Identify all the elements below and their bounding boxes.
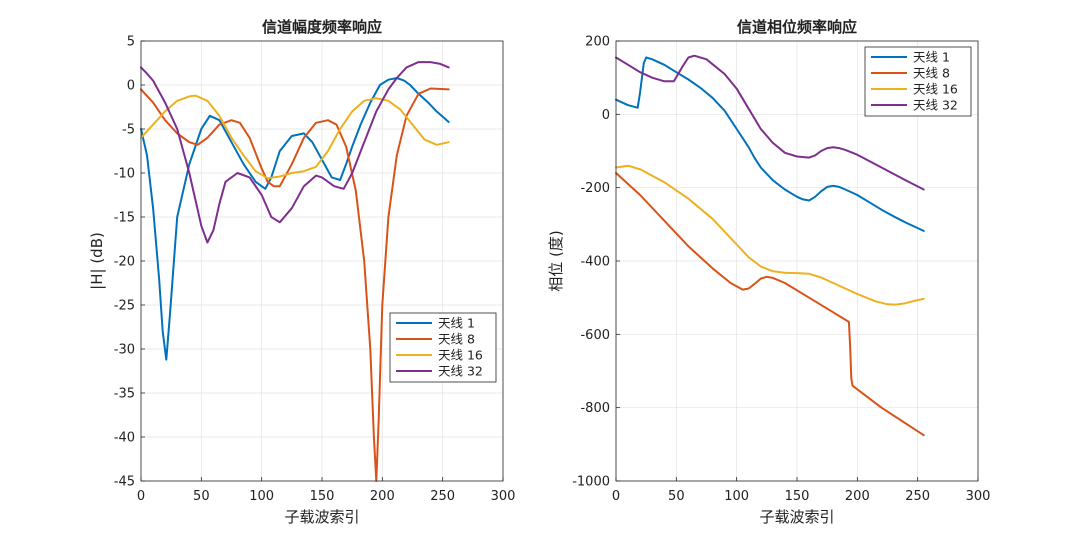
magnitude-x-axis-label: 子载波索引 — [284, 508, 359, 526]
magnitude-x-tick-label: 250 — [430, 489, 455, 504]
phase-y-tick-label: -600 — [580, 328, 610, 343]
phase-y-tick-label: 200 — [585, 35, 610, 50]
phase-x-tick-label: 150 — [785, 489, 810, 504]
phase-legend-label-3: 天线 16 — [913, 82, 958, 97]
magnitude-legend-label-3: 天线 16 — [438, 348, 483, 363]
phase-y-tick-label: -400 — [580, 255, 610, 270]
phase-y-tick-label: -1000 — [572, 475, 610, 490]
magnitude-chart-title: 信道幅度频率响应 — [262, 18, 382, 36]
magnitude-y-tick-label: -20 — [114, 255, 135, 270]
magnitude-y-tick-label: -35 — [114, 387, 135, 402]
magnitude-x-ticks: 0 50 100 150 200 250 300 — [137, 477, 516, 504]
phase-chart: 0 50 100 150 200 250 300 200 0 -200 -400 -600 -800 -… — [547, 18, 990, 526]
phase-legend-label-2: 天线 8 — [913, 66, 950, 81]
magnitude-series-line-4 — [140, 61, 450, 244]
phase-x-ticks: 0 50 100 150 200 250 300 — [612, 477, 991, 504]
magnitude-series-line-2 — [140, 87, 450, 482]
magnitude-legend-label-2: 天线 8 — [438, 332, 475, 347]
magnitude-y-tick-label: -10 — [114, 167, 135, 182]
phase-x-tick-label: 50 — [668, 489, 685, 504]
magnitude-x-tick-label: 100 — [249, 489, 274, 504]
phase-legend-label-4: 天线 32 — [913, 98, 958, 113]
phase-x-tick-label: 0 — [612, 489, 620, 504]
phase-x-tick-label: 250 — [905, 489, 930, 504]
magnitude-x-tick-label: 0 — [137, 489, 145, 504]
magnitude-y-tick-label: -25 — [114, 299, 135, 314]
phase-lines — [615, 54, 925, 437]
magnitude-legend-label-4: 天线 32 — [438, 364, 483, 379]
phase-series-line-2 — [615, 172, 925, 437]
magnitude-legend-label-1: 天线 1 — [438, 316, 475, 331]
phase-x-tick-label: 100 — [724, 489, 749, 504]
phase-y-tick-label: -200 — [580, 181, 610, 196]
phase-x-axis-label: 子载波索引 — [759, 508, 834, 526]
phase-y-ticks: 200 0 -200 -400 -600 -800 -1000 — [572, 35, 620, 490]
magnitude-chart: 0 50 100 150 200 250 300 50-5-10-15-20-25-30-3… — [88, 18, 515, 526]
phase-series-line-3 — [615, 164, 925, 306]
magnitude-y-axis-label: |H| (dB) — [88, 232, 106, 290]
phase-x-tick-label: 200 — [845, 489, 870, 504]
magnitude-series-line-3 — [140, 94, 450, 180]
phase-y-axis-label: 相位 (度) — [547, 230, 565, 291]
phase-x-tick-label: 300 — [966, 489, 991, 504]
magnitude-y-tick-label: -45 — [114, 475, 135, 490]
phase-series-line-4 — [615, 54, 925, 191]
magnitude-x-tick-label: 200 — [370, 489, 395, 504]
magnitude-y-tick-label: 0 — [127, 79, 135, 94]
phase-y-tick-label: 0 — [602, 108, 610, 123]
phase-chart-title: 信道相位频率响应 — [737, 18, 857, 36]
magnitude-y-tick-label: -15 — [114, 211, 135, 226]
magnitude-y-tick-label: -30 — [114, 343, 135, 358]
magnitude-y-tick-label: -40 — [114, 431, 135, 446]
phase-legend-label-1: 天线 1 — [913, 50, 950, 65]
magnitude-x-tick-label: 150 — [310, 489, 335, 504]
magnitude-y-tick-label: -5 — [122, 123, 135, 138]
magnitude-lines — [140, 61, 450, 482]
magnitude-x-tick-label: 50 — [193, 489, 210, 504]
magnitude-y-ticks: 5 0 -5 -10 -15 -20 -25 -30 -35 -40 -45 — [114, 35, 145, 490]
magnitude-y-tick-label: 5 — [127, 35, 135, 50]
phase-y-tick-label: -800 — [580, 401, 610, 416]
magnitude-x-tick-label: 300 — [491, 489, 516, 504]
phase-series-line-1 — [615, 56, 925, 232]
